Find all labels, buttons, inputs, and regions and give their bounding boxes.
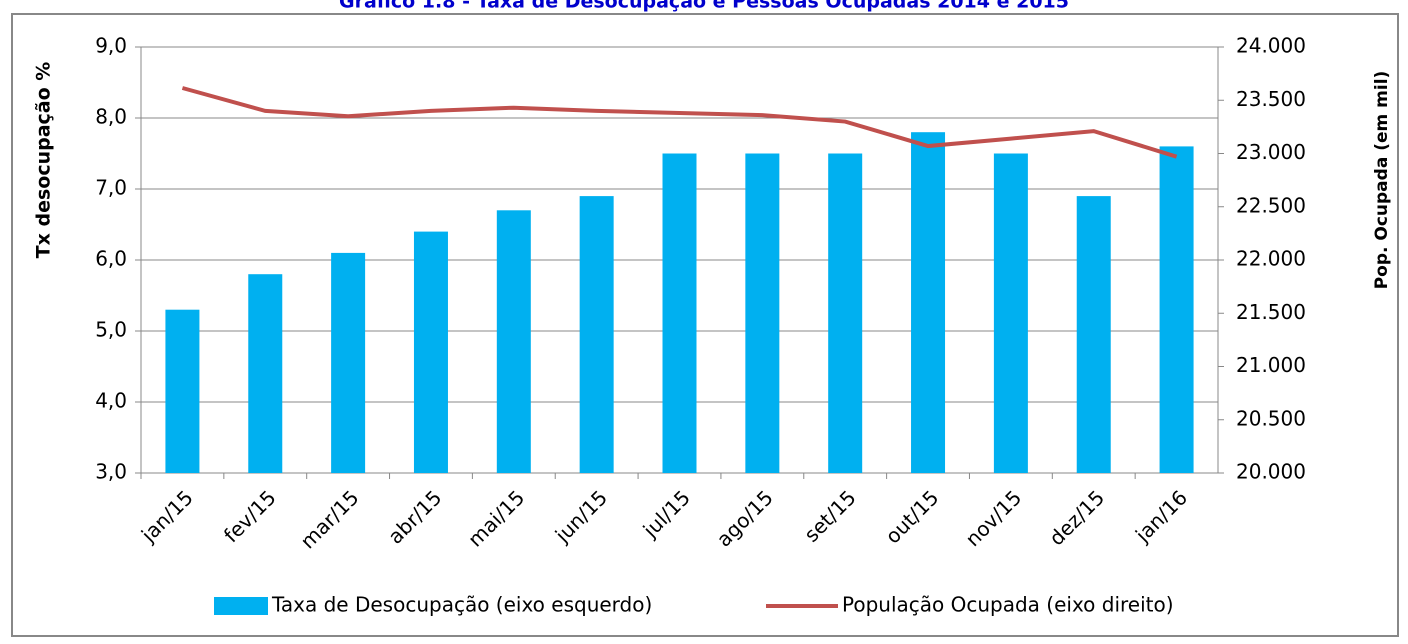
y2-tick-label: 21.000 (1236, 353, 1306, 377)
y2-axis-label: Pop. Ocupada (em mil) (1372, 71, 1392, 290)
y-tick-label: 8,0 (95, 105, 127, 129)
bar (1076, 196, 1111, 473)
bar (911, 132, 946, 473)
y-axis-label: Tx desocupação % (33, 62, 55, 259)
legend-label: População Ocupada (eixo direito) (842, 593, 1174, 617)
legend-label: Taxa de Desocupação (eixo esquerdo) (271, 593, 652, 617)
bar (662, 153, 697, 473)
bar (993, 153, 1028, 473)
y-tick-label: 9,0 (95, 34, 127, 58)
bar (745, 153, 780, 473)
y2-tick-label: 23.500 (1236, 87, 1306, 111)
y-tick-label: 5,0 (95, 318, 127, 342)
bar (165, 309, 200, 473)
chart-title: Gráfico 1.8 - Taxa de Desocupação e Pess… (339, 0, 1069, 13)
bar (331, 252, 366, 473)
y-tick-label: 4,0 (95, 389, 127, 413)
bar (496, 210, 531, 474)
y2-tick-label: 20.500 (1236, 406, 1306, 430)
y2-tick-label: 22.500 (1236, 193, 1306, 217)
y2-tick-label: 23.000 (1236, 140, 1306, 164)
y2-tick-label: 24.000 (1236, 34, 1306, 58)
y2-tick-label: 20.000 (1236, 460, 1306, 484)
bar (579, 196, 614, 473)
bar (248, 274, 283, 473)
y-tick-label: 3,0 (95, 460, 127, 484)
y-tick-label: 6,0 (95, 247, 127, 271)
legend-swatch (214, 597, 268, 615)
line (181, 86, 1178, 159)
y-tick-label: 7,0 (95, 176, 127, 200)
bar (828, 153, 863, 473)
bar (1159, 146, 1194, 473)
bar (413, 231, 448, 473)
y2-tick-label: 21.500 (1236, 300, 1306, 324)
y2-tick-label: 22.000 (1236, 247, 1306, 271)
